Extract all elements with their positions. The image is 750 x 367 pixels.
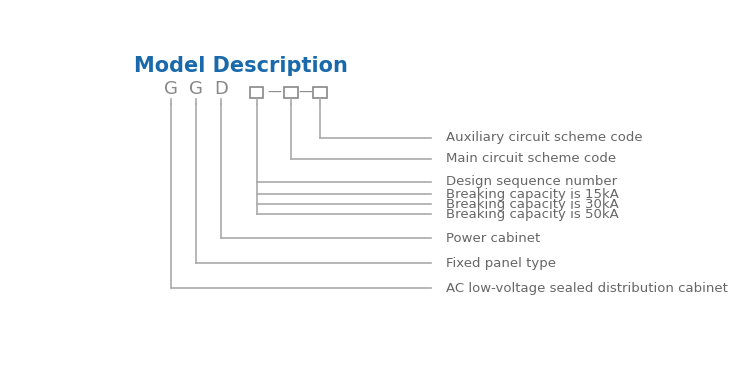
Bar bbox=[313, 87, 327, 98]
Bar bbox=[250, 87, 263, 98]
Text: Design sequence number: Design sequence number bbox=[446, 175, 617, 188]
Text: Breaking capacity is 15kA: Breaking capacity is 15kA bbox=[446, 188, 620, 201]
Text: Auxiliary circuit scheme code: Auxiliary circuit scheme code bbox=[446, 131, 643, 145]
Text: —: — bbox=[298, 86, 313, 99]
Bar bbox=[284, 87, 298, 98]
Text: AC low-voltage sealed distribution cabinet: AC low-voltage sealed distribution cabin… bbox=[446, 281, 728, 295]
Text: Breaking capacity is 50kA: Breaking capacity is 50kA bbox=[446, 208, 620, 221]
Text: Main circuit scheme code: Main circuit scheme code bbox=[446, 152, 616, 165]
Text: Fixed panel type: Fixed panel type bbox=[446, 257, 556, 270]
Text: D: D bbox=[214, 80, 228, 98]
Text: Model Description: Model Description bbox=[134, 55, 348, 76]
Text: G: G bbox=[189, 80, 203, 98]
Text: G: G bbox=[164, 80, 178, 98]
Text: Breaking capacity is 30kA: Breaking capacity is 30kA bbox=[446, 198, 620, 211]
Text: —: — bbox=[267, 86, 280, 99]
Text: Power cabinet: Power cabinet bbox=[446, 232, 541, 244]
